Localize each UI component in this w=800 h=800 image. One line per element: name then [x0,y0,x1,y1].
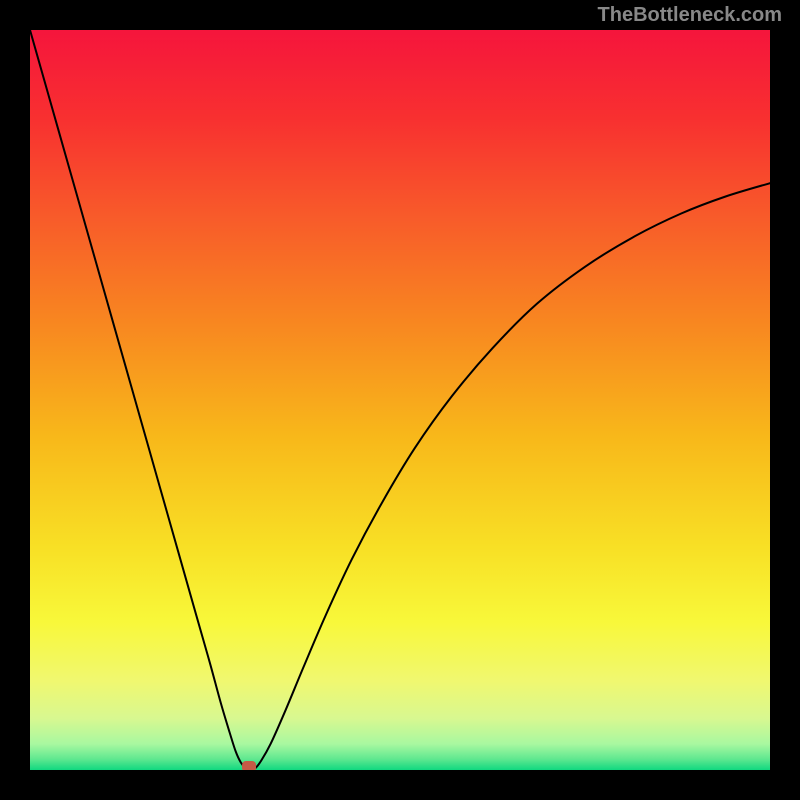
watermark-text: TheBottleneck.com [598,4,782,27]
bottleneck-chart [0,0,800,800]
chart-container: TheBottleneck.com [0,0,800,800]
plot-background-gradient [30,30,770,770]
